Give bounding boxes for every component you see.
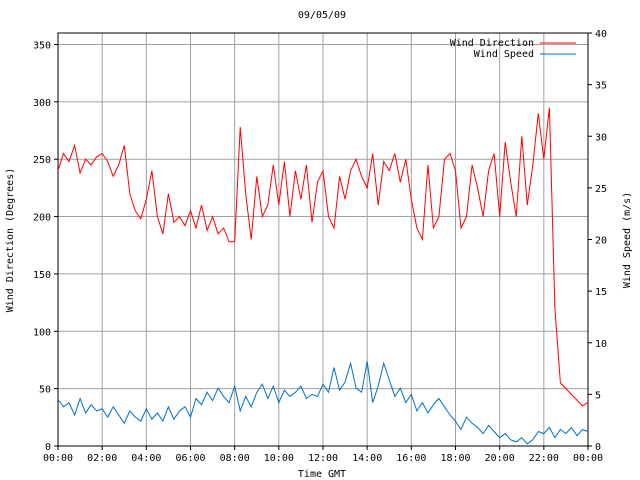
- legend-label-wind-direction: Wind Direction: [450, 38, 534, 49]
- series-line-wind-direction: [57, 107, 589, 407]
- y-left-tick-label: 50: [39, 385, 51, 396]
- x-axis-label: Time GMT: [298, 469, 346, 480]
- x-tick-label: 16:00: [396, 453, 426, 464]
- x-tick-label: 20:00: [485, 453, 515, 464]
- grid-lines: [58, 33, 588, 446]
- y-right-tick-label: 20: [595, 236, 607, 247]
- y-right-tick-label: 15: [595, 287, 607, 298]
- y-left-tick-label: 200: [33, 213, 51, 224]
- x-tick-labels: 00:00 02:00 04:00 06:00 08:00 10:00 12:00 14:00…: [43, 453, 603, 464]
- y-left-tick-label: 150: [33, 270, 51, 281]
- series-line-wind-speed: [57, 361, 589, 445]
- legend-label-wind-speed: Wind Speed: [474, 49, 534, 60]
- x-tick-label: 18:00: [440, 453, 470, 464]
- y-left-axis-label: Wind Direction (Degrees): [5, 168, 16, 313]
- x-tick-label: 22:00: [529, 453, 559, 464]
- x-tick-label: 00:00: [43, 453, 73, 464]
- y-right-tick-label: 0: [595, 442, 601, 453]
- x-tick-label: 06:00: [175, 453, 205, 464]
- y-right-tick-label: 10: [595, 339, 607, 350]
- x-tick-label: 08:00: [220, 453, 250, 464]
- x-tick-label: 00:00: [573, 453, 603, 464]
- x-tick-label: 12:00: [308, 453, 338, 464]
- y-left-tick-labels: 0 50 100 150 200 250 300 350: [33, 40, 51, 453]
- y-right-tick-label: 35: [595, 81, 607, 92]
- x-tick-label: 04:00: [131, 453, 161, 464]
- y-right-tick-label: 5: [595, 390, 601, 401]
- y-left-tick-label: 350: [33, 40, 51, 51]
- axis-ticks: [54, 32, 592, 450]
- y-right-tick-label: 25: [595, 184, 607, 195]
- x-tick-label: 02:00: [87, 453, 117, 464]
- y-left-tick-label: 300: [33, 98, 51, 109]
- y-left-tick-label: 250: [33, 155, 51, 166]
- y-left-tick-label: 0: [45, 442, 51, 453]
- chart-title: 09/05/09: [298, 10, 346, 21]
- x-tick-label: 10:00: [264, 453, 294, 464]
- y-right-tick-labels: 0 5 10 15 20 25 30 35 40: [595, 29, 607, 453]
- y-left-tick-label: 100: [33, 327, 51, 338]
- y-right-tick-label: 40: [595, 29, 607, 40]
- legend: Wind Direction Wind Speed: [450, 38, 576, 60]
- series-lines: [57, 107, 589, 445]
- y-right-tick-label: 30: [595, 132, 607, 143]
- y-right-axis-label: Wind Speed (m/s): [622, 192, 633, 288]
- x-tick-label: 14:00: [352, 453, 382, 464]
